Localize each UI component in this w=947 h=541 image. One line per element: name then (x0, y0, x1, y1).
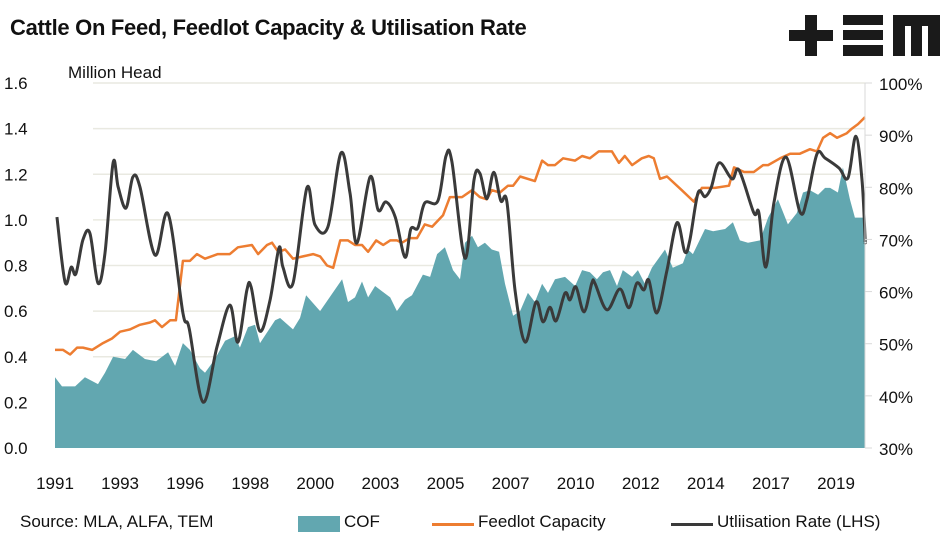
x-tick-label: 2010 (557, 474, 595, 493)
y-right-tick-label: 90% (879, 127, 913, 146)
x-tick-label: 1996 (166, 474, 204, 493)
utilisation-rate-line (55, 134, 867, 404)
legend-label-cof: COF (344, 512, 380, 531)
x-tick-label: 2005 (427, 474, 465, 493)
y-left-tick-label: 0.2 (4, 393, 28, 412)
y-left-tick-label: 1.4 (4, 120, 28, 139)
y-left-tick-label: 0.6 (4, 302, 28, 321)
legend-label-utilisation: Utliisation Rate (LHS) (717, 512, 881, 531)
y-left-tick-label: 1.0 (4, 211, 28, 230)
y-right-tick-label: 80% (879, 179, 913, 198)
cof-area (55, 167, 865, 448)
y-left-tick-label: 0.0 (4, 439, 28, 458)
legend-swatch-utilisation (671, 523, 713, 526)
x-tick-label: 1993 (101, 474, 139, 493)
legend-swatch-feedlot-capacity (432, 523, 474, 526)
y-left-tick-label: 1.2 (4, 165, 28, 184)
chart-title: Cattle On Feed, Feedlot Capacity & Utili… (10, 15, 527, 40)
y-right-tick-label: 30% (879, 440, 913, 459)
x-tick-label: 2017 (752, 474, 790, 493)
x-tick-label: 2007 (492, 474, 530, 493)
x-tick-label: 1998 (231, 474, 269, 493)
legend: Source: MLA, ALFA, TEM COF Feedlot Capac… (0, 510, 947, 538)
legend-swatch-cof (298, 516, 340, 532)
legend-label-feedlot-capacity: Feedlot Capacity (478, 512, 606, 531)
y-right-tick-label: 40% (879, 388, 913, 407)
x-tick-label: 1991 (36, 474, 74, 493)
y-axis-label: Million Head (68, 63, 162, 82)
source-note: Source: MLA, ALFA, TEM (20, 512, 214, 531)
x-tick-label: 2003 (362, 474, 400, 493)
x-tick-label: 2000 (296, 474, 334, 493)
y-right-tick-label: 70% (879, 231, 913, 250)
y-right-tick-label: 50% (879, 336, 913, 355)
x-tick-label: 2019 (817, 474, 855, 493)
x-tick-label: 2012 (622, 474, 660, 493)
y-left-tick-label: 0.4 (4, 348, 28, 367)
x-tick-label: 2014 (687, 474, 725, 493)
y-left-tick-label: 1.6 (4, 74, 28, 93)
y-right-tick-label: 60% (879, 284, 913, 303)
y-left-tick-label: 0.8 (4, 257, 28, 276)
tem-logo (789, 15, 940, 56)
y-right-tick-label: 100% (879, 75, 922, 94)
